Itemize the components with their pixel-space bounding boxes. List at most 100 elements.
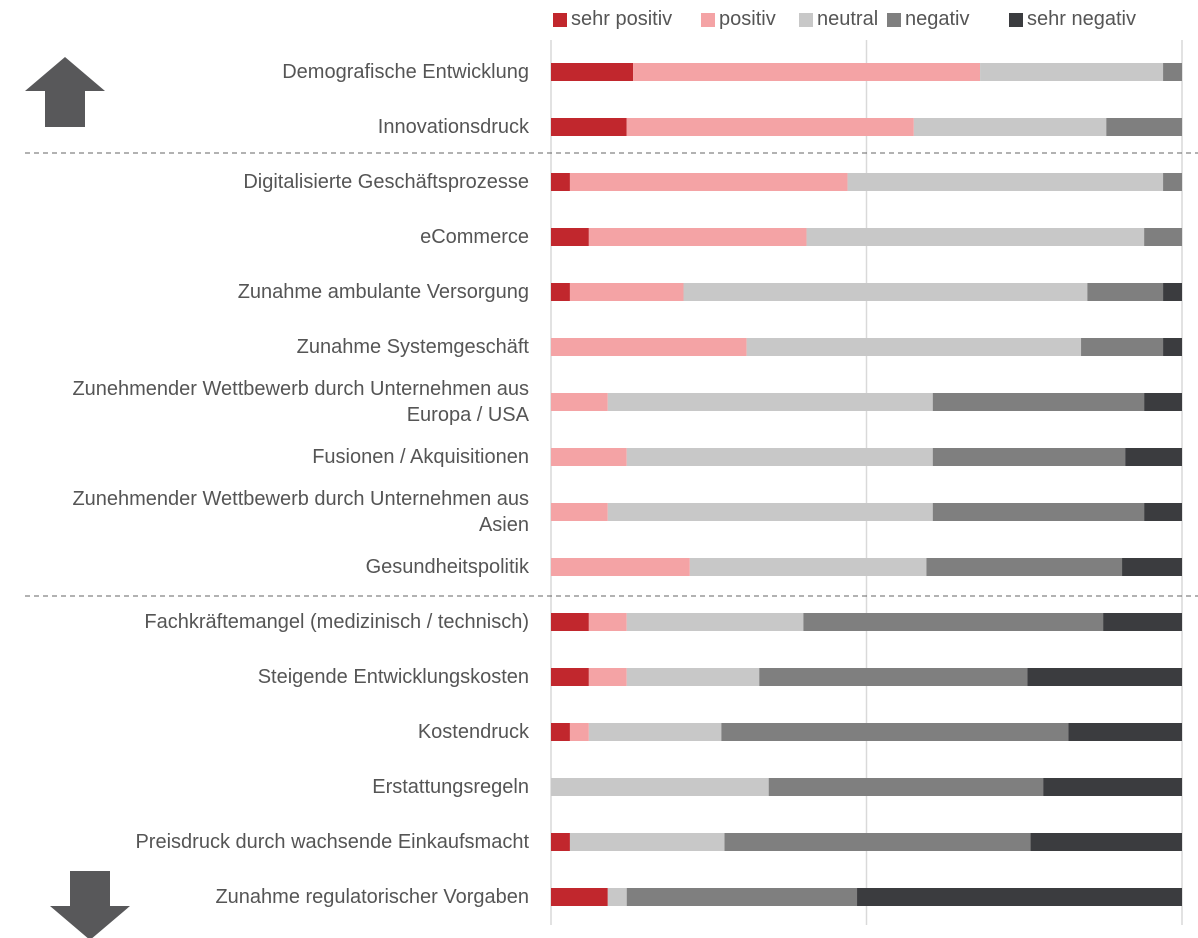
category-label: Demografische Entwicklung [282, 61, 529, 83]
bar-segment [1087, 283, 1164, 301]
bar-segment [551, 833, 570, 851]
category-label: Digitalisierte Geschäftsprozesse [243, 171, 529, 193]
bar-segment [1103, 613, 1182, 631]
bar-segment [551, 668, 589, 686]
bar-segment [1163, 338, 1182, 356]
bar-segment [847, 173, 1164, 191]
bar-segment [926, 558, 1123, 576]
bar-segment [857, 888, 1182, 906]
legend-swatch [701, 12, 715, 27]
legend-item: negativ [887, 8, 970, 31]
category-label: Zunehmender Wettbewerb durch Unternehmen… [72, 378, 529, 426]
bar-segment [588, 228, 807, 246]
legend-item: positiv [701, 8, 776, 31]
category-label: Innovationsdruck [377, 116, 529, 138]
legend-label: sehr positiv [571, 8, 673, 30]
bar-segment [588, 668, 627, 686]
arrow-down [50, 871, 130, 938]
bar-segment [551, 888, 608, 906]
bar-segment [551, 338, 747, 356]
bar-segment [551, 393, 608, 411]
category-label: Kostendruck [417, 721, 529, 743]
category-label: Gesundheitspolitik [365, 556, 529, 578]
arrow-up [25, 57, 105, 127]
bar-segment [626, 448, 933, 466]
bar-segment [1081, 338, 1164, 356]
bar-segment [551, 63, 634, 81]
bar-segment [932, 393, 1145, 411]
bar-segment [721, 723, 1069, 741]
bar-segment [551, 118, 627, 136]
bar-segment [1030, 833, 1182, 851]
bar-segment [913, 118, 1107, 136]
category-label: eCommerce [420, 226, 529, 248]
bar-segment [569, 283, 684, 301]
bar-segment [689, 558, 927, 576]
bar-segment [551, 173, 570, 191]
category-label: Zunehmender Wettbewerb durch Unternehmen… [72, 488, 529, 536]
bar-segment [626, 613, 804, 631]
bar-segment [1122, 558, 1182, 576]
bar-segment [588, 723, 722, 741]
bar-segment [626, 118, 914, 136]
legend-swatch [1009, 12, 1023, 27]
bar-segment [1163, 63, 1182, 81]
bar-segment [551, 723, 570, 741]
legend-item: sehr negativ [1009, 8, 1136, 31]
bar-segment [683, 283, 1088, 301]
category-label: Fachkräftemangel (medizinisch / technisc… [144, 611, 529, 633]
bar-segment [633, 63, 981, 81]
bar-segment [551, 283, 570, 301]
legend-label: positiv [719, 8, 776, 30]
bar-segment [803, 613, 1104, 631]
bar-segment [569, 173, 848, 191]
bar-segment [551, 558, 690, 576]
category-label: Erstattungsregeln [372, 776, 529, 798]
category-label: Fusionen / Akquisitionen [312, 446, 529, 468]
bar-segment [588, 613, 627, 631]
bar-segment [768, 778, 1044, 796]
category-label: Zunahme Systemgeschäft [296, 336, 529, 358]
legend-label: neutral [817, 8, 879, 30]
bar-segment [569, 833, 725, 851]
category-label: Preisdruck durch wachsende Einkaufsmacht [135, 831, 529, 853]
bar-segment [551, 778, 769, 796]
bar-segment [1106, 118, 1182, 136]
bar-segment [1163, 173, 1182, 191]
category-label: Zunahme ambulante Versorgung [237, 281, 529, 303]
bar-segment [932, 503, 1145, 521]
bar-segment [607, 888, 627, 906]
bar-segment [724, 833, 1031, 851]
bar-segment [980, 63, 1164, 81]
legend-label: negativ [905, 8, 970, 30]
bar-segment [806, 228, 1145, 246]
bar-segment [759, 668, 1028, 686]
bar-segment [1068, 723, 1182, 741]
bar-segment [607, 393, 933, 411]
bar-segment [746, 338, 1082, 356]
bar-segment [551, 613, 589, 631]
bar-segment [1163, 283, 1182, 301]
bar-segment [626, 668, 760, 686]
bar-segment [1125, 448, 1182, 466]
category-label: Zunahme regulatorischer Vorgaben [215, 886, 529, 908]
legend-swatch [799, 12, 813, 27]
category-label: Steigende Entwicklungskosten [257, 666, 529, 688]
bar-segment [1043, 778, 1182, 796]
legend-swatch [887, 12, 901, 27]
legend-item: neutral [799, 8, 878, 31]
bar-segment [551, 448, 627, 466]
bar-segment [607, 503, 933, 521]
legend-label: sehr negativ [1027, 8, 1136, 30]
bar-segment [1144, 393, 1182, 411]
legend-swatch [553, 12, 567, 27]
bar-segment [551, 503, 608, 521]
bar-segment [551, 228, 589, 246]
bar-segment [932, 448, 1126, 466]
bar-segment [626, 888, 858, 906]
bar-segment [1027, 668, 1182, 686]
legend-item: sehr positiv [553, 8, 672, 31]
bar-segment [1144, 228, 1182, 246]
